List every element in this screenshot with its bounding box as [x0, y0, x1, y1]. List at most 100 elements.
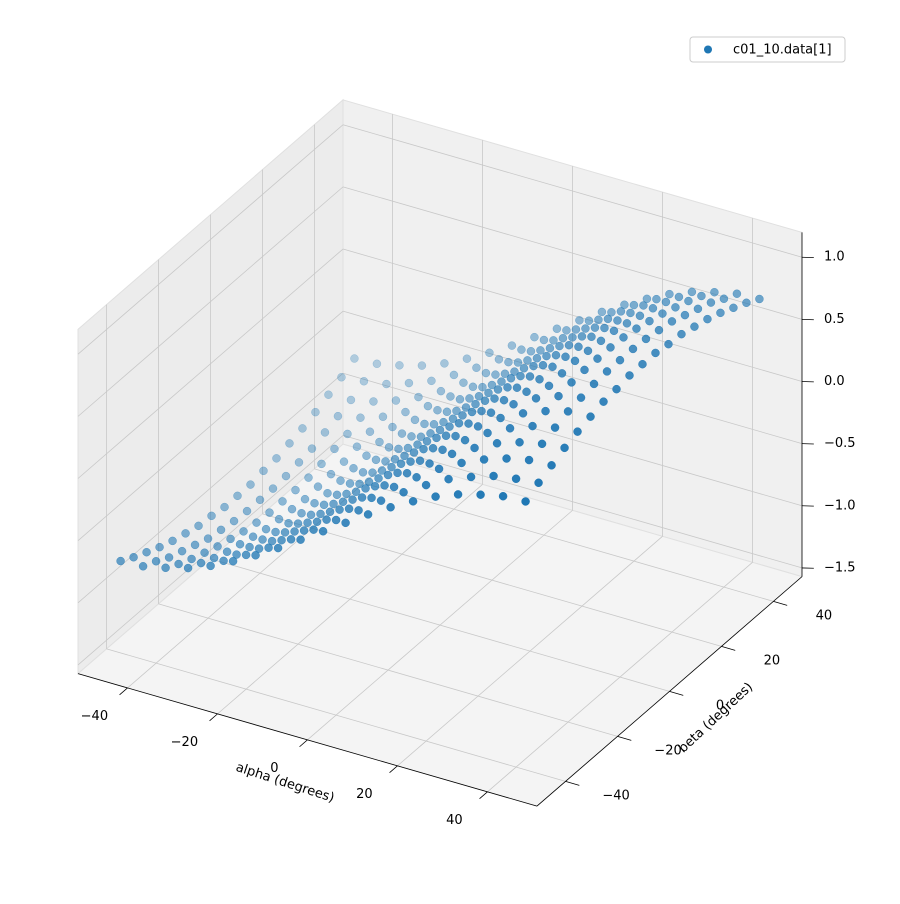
- data-point: [298, 424, 306, 432]
- data-point: [369, 397, 377, 405]
- data-point: [307, 511, 315, 519]
- data-point: [658, 310, 666, 318]
- data-point: [593, 355, 601, 363]
- data-point: [314, 483, 322, 491]
- data-point: [458, 459, 466, 467]
- data-point: [450, 371, 458, 379]
- data-point: [553, 325, 561, 333]
- data-point: [549, 336, 557, 344]
- data-point: [423, 437, 431, 445]
- data-point: [707, 299, 715, 307]
- data-point: [398, 430, 406, 438]
- x-tick-label: −40: [81, 709, 108, 724]
- data-point: [308, 445, 316, 453]
- data-point: [347, 396, 355, 404]
- data-point: [420, 445, 428, 453]
- data-point: [420, 420, 428, 428]
- data-point: [426, 460, 434, 468]
- data-point: [411, 416, 419, 424]
- data-point: [337, 373, 345, 381]
- data-point: [294, 520, 302, 528]
- data-point: [350, 355, 358, 363]
- data-point: [482, 369, 490, 377]
- data-point: [665, 290, 673, 298]
- data-point: [440, 359, 448, 367]
- data-point: [300, 527, 308, 535]
- data-point: [432, 493, 440, 501]
- y-tick-label: −40: [602, 788, 629, 803]
- data-point: [442, 432, 450, 440]
- data-point: [493, 439, 501, 447]
- data-point: [536, 375, 544, 383]
- data-point: [495, 355, 503, 363]
- data-point: [465, 394, 473, 402]
- data-point: [407, 432, 415, 440]
- data-point: [430, 420, 438, 428]
- data-point: [512, 475, 520, 483]
- data-point: [527, 347, 535, 355]
- data-point: [577, 394, 585, 402]
- data-point: [500, 396, 508, 404]
- data-point: [478, 407, 486, 415]
- data-point: [377, 497, 385, 505]
- data-point: [552, 351, 560, 359]
- data-point: [422, 481, 430, 489]
- data-point: [355, 506, 363, 514]
- data-point: [480, 455, 488, 463]
- data-point: [311, 408, 319, 416]
- data-point: [508, 342, 516, 350]
- data-point: [295, 458, 303, 466]
- data-point: [340, 458, 348, 466]
- data-point: [677, 330, 685, 338]
- data-point: [513, 384, 521, 392]
- data-point: [681, 311, 689, 319]
- data-point: [468, 408, 476, 416]
- tick-mark: [669, 691, 683, 695]
- data-point: [304, 519, 312, 527]
- data-point: [497, 378, 505, 386]
- data-point: [285, 439, 293, 447]
- data-point: [530, 333, 538, 341]
- data-point: [403, 469, 411, 477]
- data-point: [236, 540, 244, 548]
- data-point: [256, 496, 264, 504]
- data-point: [139, 562, 147, 570]
- data-point: [188, 555, 196, 563]
- data-point: [510, 400, 518, 408]
- data-point: [221, 503, 229, 511]
- data-point: [243, 507, 251, 515]
- data-point: [664, 340, 672, 348]
- data-point: [703, 315, 711, 323]
- data-point: [516, 438, 524, 446]
- data-point: [320, 501, 328, 509]
- data-point: [585, 317, 593, 325]
- data-point: [503, 383, 511, 391]
- data-point: [458, 411, 466, 419]
- data-point: [529, 362, 537, 370]
- data-point: [427, 377, 435, 385]
- data-point: [584, 347, 592, 355]
- data-point: [455, 419, 463, 427]
- data-point: [578, 332, 586, 340]
- data-point: [413, 473, 421, 481]
- data-point: [697, 292, 705, 300]
- data-point: [336, 506, 344, 514]
- z-tick-label: −0.5: [824, 436, 856, 451]
- data-point: [362, 484, 370, 492]
- data-point: [517, 346, 525, 354]
- data-point: [390, 483, 398, 491]
- tick-mark: [721, 646, 735, 650]
- data-point: [345, 505, 353, 513]
- data-point: [587, 333, 595, 341]
- data-point: [598, 308, 606, 316]
- data-point: [529, 422, 537, 430]
- data-point: [424, 402, 432, 410]
- data-point: [385, 443, 393, 451]
- data-point: [429, 444, 437, 452]
- data-point: [558, 369, 566, 377]
- data-point: [561, 353, 569, 361]
- data-point: [436, 426, 444, 434]
- tick-mark: [210, 714, 218, 721]
- data-point: [359, 468, 367, 476]
